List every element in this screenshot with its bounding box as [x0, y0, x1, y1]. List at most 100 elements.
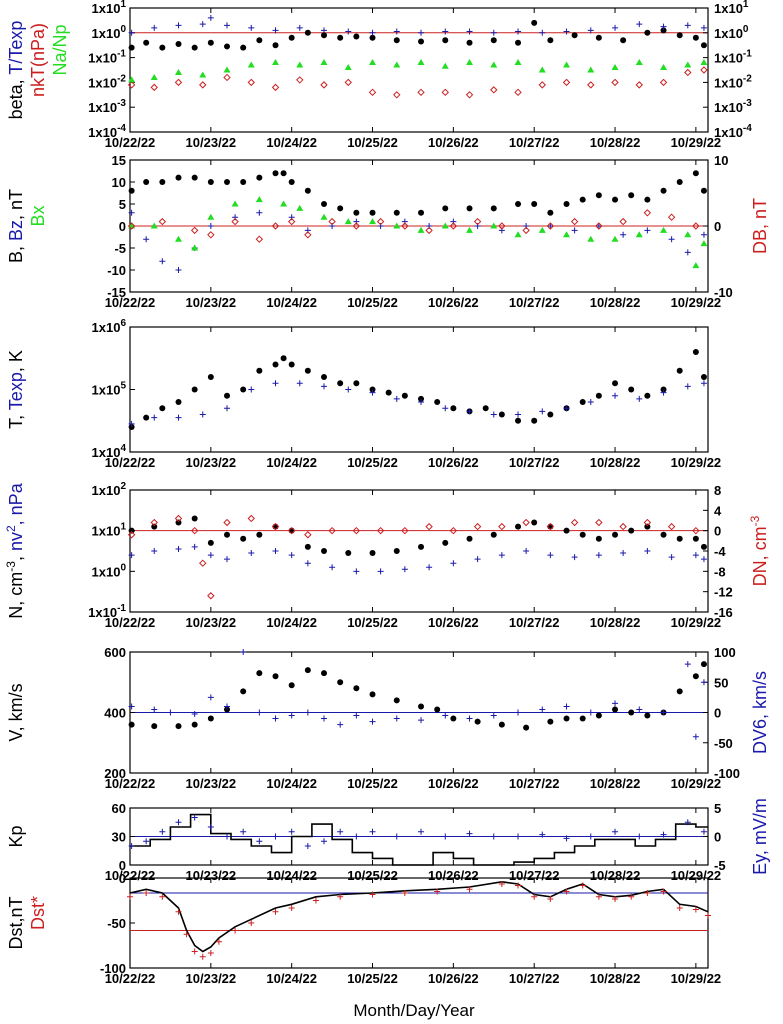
data-point — [612, 24, 619, 31]
data-point — [128, 29, 135, 36]
y-axis-label-3: Na/Np — [50, 24, 70, 75]
data-point — [128, 703, 135, 710]
x-tick-label: 10/26/22 — [428, 776, 479, 791]
x-tick-label: 10/22/22 — [105, 135, 156, 150]
data-point — [684, 249, 691, 256]
data-point — [490, 86, 498, 94]
data-point — [466, 886, 473, 893]
data-point — [143, 39, 150, 46]
data-point — [692, 906, 699, 913]
data-point — [684, 61, 692, 68]
data-point — [151, 24, 158, 31]
series-red — [127, 514, 700, 600]
data-point — [466, 205, 473, 212]
data-point — [490, 833, 497, 840]
data-point — [207, 950, 214, 956]
data-point — [643, 518, 652, 527]
data-point — [175, 267, 182, 273]
data-point — [369, 550, 376, 557]
data-point — [231, 200, 239, 207]
data-point — [531, 893, 538, 900]
data-point — [595, 712, 602, 719]
data-point — [344, 64, 352, 71]
data-point — [191, 386, 198, 393]
data-point — [321, 374, 328, 380]
y-tick-label: 0 — [119, 858, 126, 873]
data-point — [223, 66, 231, 73]
plot-frame — [129, 489, 709, 613]
data-point — [635, 231, 643, 238]
data-point — [539, 408, 546, 415]
data-point — [643, 209, 652, 217]
data-point — [128, 209, 135, 216]
data-point — [692, 170, 699, 177]
x-tick-label: 10/24/22 — [266, 868, 317, 883]
data-point — [369, 218, 377, 225]
data-point — [579, 196, 586, 203]
panel-p5: 200 400 600 -100 -50 0 50 100 10/22/22 10/23/22 10… — [6, 645, 770, 791]
series-red — [127, 881, 711, 960]
data-point — [328, 217, 336, 226]
data-point — [224, 703, 231, 710]
y2-tick-label: 8 — [714, 483, 721, 498]
data-point — [659, 78, 668, 87]
data-point — [563, 703, 570, 710]
data-point — [587, 833, 594, 840]
x-tick-label: 10/24/22 — [266, 135, 317, 150]
data-point — [515, 39, 522, 46]
x-tick-label: 10/28/22 — [590, 868, 641, 883]
data-point — [240, 828, 247, 835]
data-point — [393, 61, 401, 68]
data-point — [321, 27, 328, 34]
data-point — [151, 706, 158, 713]
x-tick-label: 10/23/22 — [186, 615, 237, 630]
data-point — [692, 222, 700, 230]
data-point — [288, 828, 295, 835]
data-point — [473, 522, 482, 531]
y2-tick-label: 0 — [714, 219, 721, 234]
x-tick-label: 10/23/22 — [186, 295, 237, 310]
data-point — [619, 217, 627, 226]
y2-tick-label: 4 — [714, 503, 722, 518]
data-point — [247, 514, 255, 523]
y-tick-label: 1x106 — [92, 318, 127, 335]
data-point — [514, 59, 522, 66]
y-tick-label: -100 — [100, 961, 126, 976]
data-point — [620, 231, 627, 238]
data-point — [700, 66, 708, 74]
x-tick-label: 10/23/22 — [186, 776, 237, 791]
data-point — [369, 386, 376, 393]
y2-tick-label: -10 — [714, 285, 733, 300]
data-point — [353, 685, 360, 692]
data-point — [612, 380, 619, 387]
data-point — [329, 564, 336, 571]
data-point — [369, 59, 377, 66]
data-point — [563, 715, 570, 722]
data-point — [321, 548, 328, 554]
data-point — [595, 223, 602, 229]
data-point — [224, 22, 231, 29]
y-tick-label: 1x102 — [92, 481, 127, 498]
data-point — [595, 552, 602, 559]
y-axis-label-2: nkT(nPa) — [28, 23, 48, 97]
y2-axis-label: DN, cm-3​ — [748, 515, 770, 586]
y-tick-label: 200 — [104, 766, 126, 781]
data-point — [418, 29, 425, 36]
data-point — [636, 21, 643, 28]
data-point — [579, 882, 586, 889]
data-point — [628, 386, 635, 393]
data-point — [515, 201, 522, 207]
data-point — [337, 679, 344, 686]
data-point — [272, 673, 279, 680]
data-point — [256, 670, 263, 677]
data-point — [143, 414, 150, 421]
y2-tick-label: 1x10-4 — [714, 123, 752, 140]
data-point — [288, 361, 295, 368]
data-point — [628, 709, 635, 716]
data-point — [321, 201, 328, 207]
y-axis-label-2: Bx — [28, 205, 48, 226]
series-black — [128, 19, 707, 51]
data-point — [159, 44, 166, 51]
data-point — [377, 568, 384, 575]
data-point — [272, 833, 279, 840]
